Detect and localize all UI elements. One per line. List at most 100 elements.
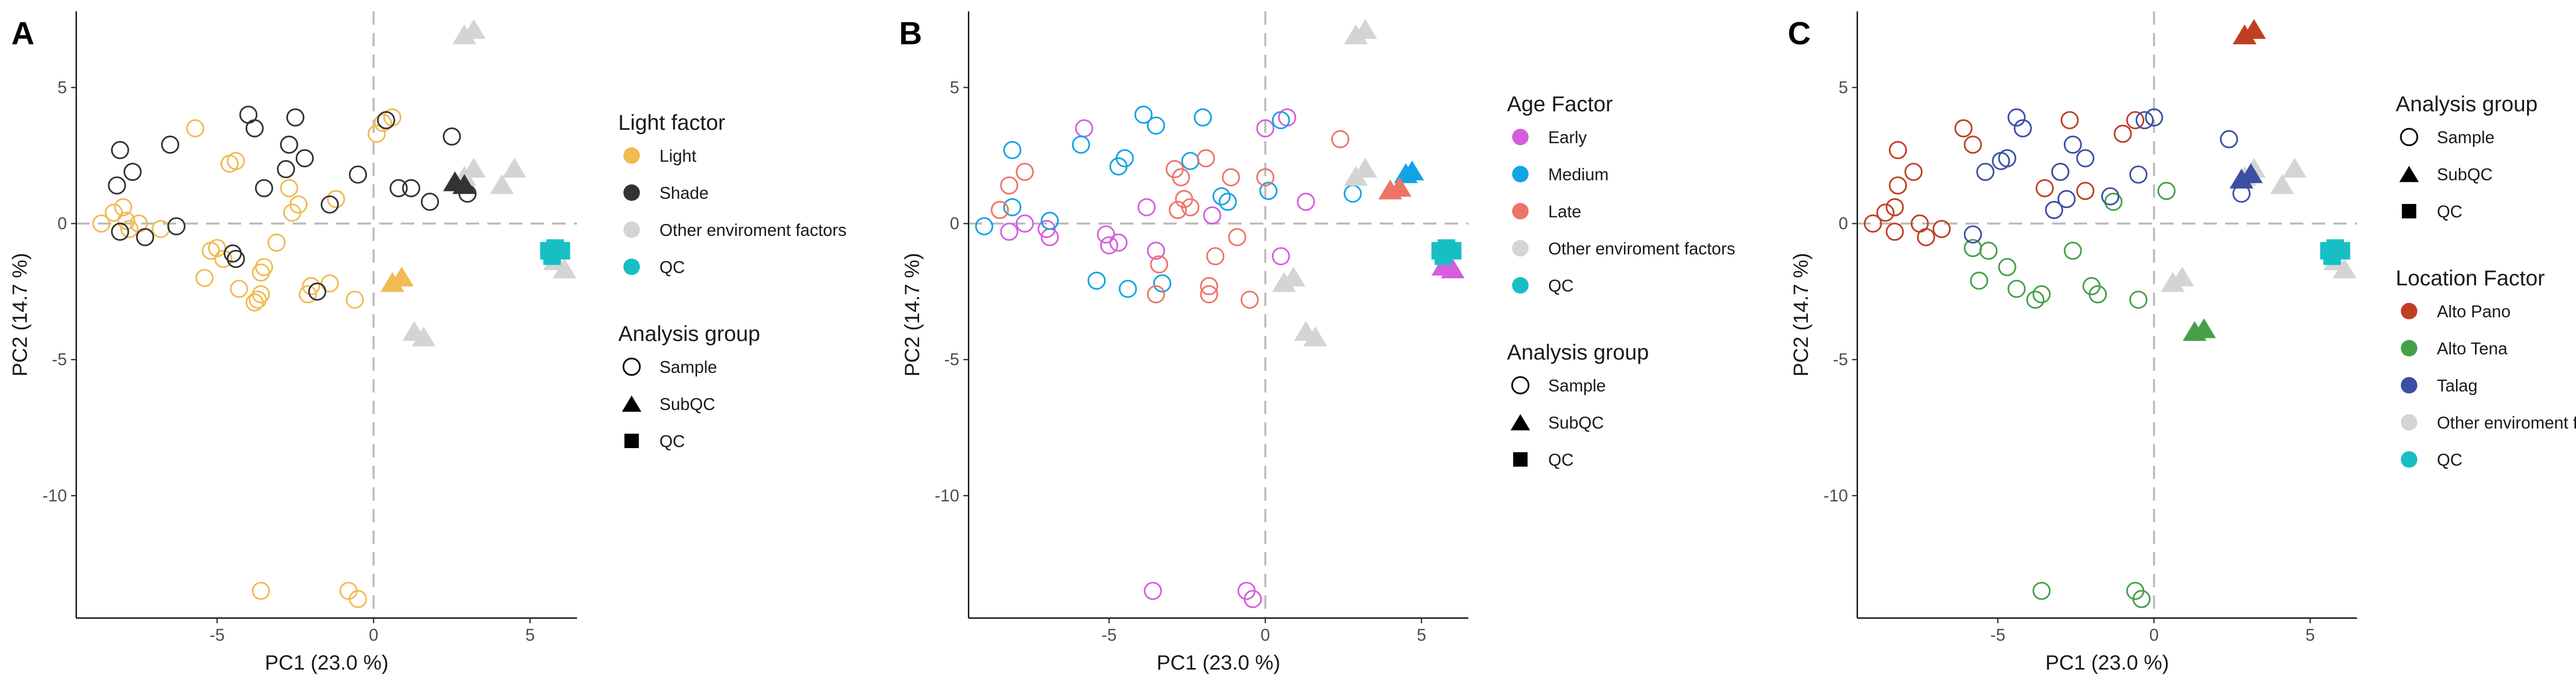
data-point bbox=[1222, 168, 1240, 186]
data-point bbox=[280, 135, 298, 154]
data-point bbox=[1889, 141, 1907, 160]
data-point bbox=[1000, 176, 1019, 195]
scatter-points bbox=[975, 19, 1465, 608]
data-point bbox=[2057, 190, 2076, 209]
data-point bbox=[1134, 106, 1153, 124]
data-point bbox=[255, 179, 274, 197]
data-point bbox=[120, 220, 139, 238]
legend-label: Light bbox=[659, 146, 697, 165]
data-point bbox=[377, 111, 396, 129]
legend-key bbox=[2401, 414, 2417, 431]
data-point bbox=[2113, 125, 2132, 143]
data-point bbox=[2242, 19, 2266, 39]
legend-title: Analysis group bbox=[2396, 92, 2537, 116]
data-point bbox=[1015, 214, 1034, 233]
y-tick-label: 5 bbox=[58, 78, 67, 97]
data-point bbox=[1041, 212, 1059, 230]
y-tick-label: 0 bbox=[58, 214, 67, 233]
legend-title: Light factor bbox=[618, 110, 725, 134]
data-point bbox=[1889, 176, 1907, 195]
x-tick-label: -5 bbox=[1101, 625, 1116, 644]
legend-key bbox=[623, 221, 640, 238]
legend-label: QC bbox=[2437, 202, 2463, 221]
data-point bbox=[1003, 141, 1022, 160]
data-point bbox=[2145, 108, 2163, 127]
data-point bbox=[2229, 168, 2253, 189]
data-point bbox=[349, 590, 367, 608]
data-point bbox=[452, 24, 477, 45]
data-point bbox=[1168, 201, 1187, 219]
data-point bbox=[975, 217, 993, 235]
data-point bbox=[2323, 247, 2341, 265]
legend-key bbox=[622, 396, 641, 412]
data-point bbox=[1072, 135, 1090, 154]
x-axis-title: PC1 (23.0 %) bbox=[2045, 652, 2169, 674]
legend: Location Factor Alto Pano Alto Tena Talag Ot… bbox=[2396, 266, 2576, 469]
data-point bbox=[1876, 203, 1895, 222]
panel-c: C -5 0 5 -10 -5 0 5 PC1 (23.0 %) PC2 (14.7 %) Anal… bbox=[1788, 11, 2576, 674]
data-point bbox=[346, 290, 364, 309]
data-point bbox=[1998, 149, 2016, 167]
data-point bbox=[349, 165, 367, 184]
legend-label: Sample bbox=[2437, 128, 2495, 147]
data-point bbox=[161, 135, 179, 154]
data-point bbox=[412, 326, 436, 347]
data-point bbox=[280, 179, 298, 197]
legend-key bbox=[1513, 452, 1528, 467]
data-point bbox=[1886, 198, 1904, 216]
data-point bbox=[2232, 24, 2257, 45]
data-point bbox=[2007, 108, 2026, 127]
y-tick-label: 5 bbox=[950, 78, 959, 97]
data-point bbox=[283, 203, 301, 222]
legend-title: Analysis group bbox=[1507, 340, 1649, 364]
legend-key bbox=[1512, 203, 1529, 219]
legend-label: Alto Pano bbox=[2437, 302, 2511, 321]
legend-key bbox=[1512, 277, 1529, 294]
data-point bbox=[2026, 290, 2045, 309]
panel-letter: A bbox=[11, 16, 35, 52]
legend-label: SubQC bbox=[2437, 165, 2493, 184]
y-axis-title: PC2 (14.7 %) bbox=[1790, 253, 1812, 377]
data-point bbox=[2170, 266, 2194, 287]
legend-key bbox=[2399, 166, 2419, 182]
data-point bbox=[1137, 198, 1156, 216]
data-point bbox=[1118, 280, 1137, 298]
data-point bbox=[2063, 135, 2082, 154]
data-point bbox=[111, 223, 129, 241]
data-point bbox=[2332, 258, 2357, 279]
data-point bbox=[1147, 285, 1165, 303]
data-point bbox=[1353, 158, 1378, 178]
legend-title: Location Factor bbox=[2396, 266, 2545, 290]
data-point bbox=[1933, 220, 1951, 238]
data-point bbox=[1904, 163, 1923, 181]
data-point bbox=[245, 119, 264, 138]
data-point bbox=[1147, 242, 1165, 260]
legend: Analysis group Sample SubQC QC bbox=[1507, 340, 1649, 469]
data-point bbox=[308, 282, 327, 301]
legend-label: Talag bbox=[2437, 376, 2478, 395]
data-point bbox=[267, 233, 286, 252]
data-point bbox=[1218, 193, 1237, 211]
legend-label: QC bbox=[659, 258, 685, 277]
data-point bbox=[2007, 280, 2026, 298]
legend-title: Analysis group bbox=[618, 321, 760, 346]
data-point bbox=[2126, 111, 2145, 129]
data-point bbox=[123, 163, 142, 181]
data-point bbox=[2045, 201, 2063, 219]
data-point bbox=[1212, 187, 1231, 206]
data-point bbox=[1281, 266, 1306, 287]
data-point bbox=[2161, 272, 2185, 292]
data-point bbox=[1097, 225, 1115, 244]
legend-key bbox=[1512, 240, 1529, 256]
x-tick-label: -5 bbox=[1990, 625, 2005, 644]
data-point bbox=[1181, 151, 1200, 170]
data-point bbox=[462, 19, 486, 39]
x-tick-label: 0 bbox=[369, 625, 378, 644]
data-point bbox=[462, 158, 486, 178]
data-point bbox=[1100, 236, 1118, 254]
legend-label: SubQC bbox=[659, 395, 715, 414]
legend: Age Factor Early Medium Late Other enviromen… bbox=[1507, 92, 1735, 295]
data-point bbox=[117, 212, 135, 230]
data-point bbox=[111, 141, 129, 160]
legend-label: Alto Tena bbox=[2437, 339, 2508, 358]
